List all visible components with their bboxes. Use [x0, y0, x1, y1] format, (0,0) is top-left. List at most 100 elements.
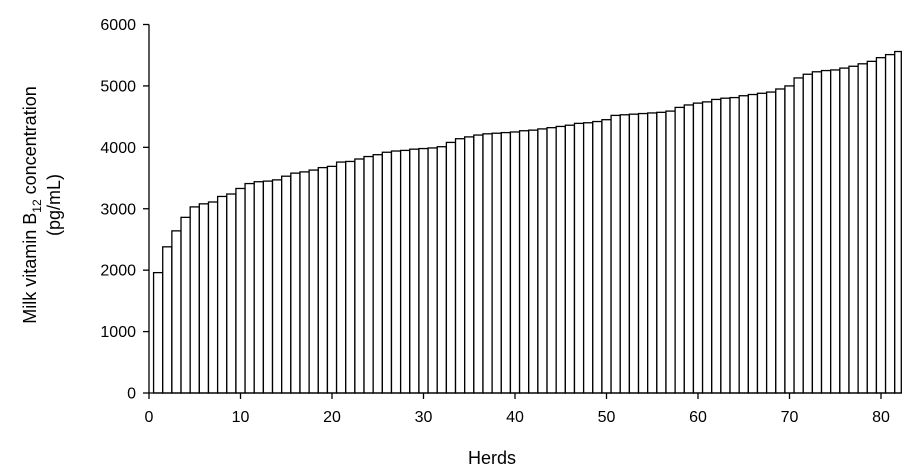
bar-herd-10	[235, 187, 246, 394]
bar-herd-37	[482, 133, 493, 394]
y-tick-label: 3000	[100, 201, 136, 218]
bar-series	[152, 50, 902, 394]
x-tick-label: 0	[145, 409, 154, 426]
bar-herd-1	[152, 271, 164, 394]
bar-herd-49	[592, 120, 603, 394]
bar-herd-43	[537, 128, 548, 394]
y-axis-title: Milk vitamin B12 concentration (pg/mL)	[20, 86, 64, 323]
bar-herd-59	[683, 104, 695, 394]
bar-herd-55	[647, 112, 658, 394]
bar-herd-51	[610, 114, 621, 394]
bar-herd-58	[674, 106, 685, 394]
bar-herd-27	[390, 150, 402, 394]
bar-herd-71	[793, 77, 804, 394]
bar-herd-41	[518, 130, 530, 394]
bar-herd-34	[454, 138, 466, 394]
bar-herd-45	[555, 125, 566, 394]
bar-herd-35	[464, 136, 475, 394]
bar-herd-4	[180, 216, 191, 394]
bar-herd-30	[418, 147, 429, 394]
bar-herd-5	[189, 206, 200, 394]
bar-herd-28	[399, 149, 411, 394]
x-tick-label: 20	[323, 409, 341, 426]
bar-herd-64	[729, 96, 740, 394]
bar-herd-19	[317, 166, 329, 394]
bar-herd-61	[701, 101, 713, 394]
bar-herd-44	[546, 127, 557, 394]
bar-herd-57	[665, 110, 676, 394]
bar-herd-18	[308, 169, 319, 394]
bar-herd-54	[637, 112, 649, 394]
bar-herd-79	[866, 60, 878, 394]
y-tick-label: 1000	[100, 324, 136, 341]
y-axis-title-suffix: concentration	[20, 86, 40, 199]
bar-herd-9	[226, 193, 237, 394]
bar-herd-22	[345, 160, 356, 394]
x-tick-label: 50	[598, 409, 616, 426]
bar-herd-68	[765, 91, 777, 394]
bar-herd-24	[363, 155, 374, 394]
bar-herd-12	[253, 181, 265, 394]
y-tick-label: 0	[127, 386, 136, 403]
bar-herd-32	[436, 146, 448, 394]
y-axis-ticks: 0 1000 2000 3000 4000 5000 6000	[100, 17, 149, 403]
bar-herd-6	[198, 203, 210, 394]
y-tick-label: 4000	[100, 140, 136, 157]
x-tick-label: 40	[506, 409, 524, 426]
bar-herd-16	[290, 172, 301, 394]
x-tick-label: 30	[415, 409, 433, 426]
bar-herd-62	[711, 98, 722, 394]
bar-herd-2	[162, 246, 173, 394]
bar-herd-21	[335, 161, 347, 394]
bar-herd-42	[528, 129, 539, 394]
bar-herd-66	[747, 93, 759, 394]
y-tick-label: 6000	[100, 17, 136, 34]
bar-herd-14	[271, 179, 283, 394]
bar-herd-3	[171, 230, 182, 394]
bar-herd-29	[409, 148, 420, 394]
y-axis-title-subscript: 12	[30, 199, 44, 213]
bar-herd-33	[445, 141, 457, 394]
bar-herd-56	[656, 111, 667, 394]
bar-herd-47	[573, 122, 585, 394]
bar-herd-75	[830, 69, 841, 394]
bar-herd-72	[802, 73, 814, 394]
bar-herd-67	[756, 92, 768, 394]
svg-text:Milk vitamin B12 concentration: Milk vitamin B12 concentration	[20, 86, 44, 323]
bar-herd-50	[601, 119, 612, 394]
bar-herd-39	[500, 131, 512, 394]
x-tick-label: 80	[872, 409, 890, 426]
bar-herd-69	[775, 88, 786, 394]
bar-herd-20	[326, 165, 338, 394]
x-axis-title: Herds	[468, 448, 516, 468]
bar-herd-80	[875, 57, 887, 394]
bar-herd-23	[354, 158, 365, 394]
bar-herd-25	[372, 154, 383, 394]
bar-herd-65	[738, 95, 749, 394]
bar-herd-78	[857, 63, 868, 394]
x-tick-label: 70	[781, 409, 799, 426]
bar-herd-60	[692, 102, 704, 394]
x-axis-ticks: 0 10 20 30 40 50 60 70 80	[145, 393, 890, 426]
bar-herd-15	[281, 175, 292, 394]
bar-herd-76	[839, 67, 850, 394]
bar-herd-46	[564, 124, 576, 394]
bar-herd-77	[848, 65, 859, 394]
bar-herd-17	[299, 171, 310, 394]
bar-herd-26	[381, 151, 393, 394]
bar-herd-70	[784, 85, 795, 394]
bar-herd-40	[509, 131, 521, 394]
bar-herd-53	[628, 113, 640, 394]
bar-herd-82	[894, 50, 902, 394]
bar-herd-52	[619, 114, 631, 394]
bar-herd-63	[720, 97, 731, 394]
bar-herd-81	[884, 53, 896, 394]
bar-herd-74	[820, 69, 832, 394]
x-tick-label: 60	[689, 409, 707, 426]
y-axis-title-main: Milk vitamin B	[20, 213, 40, 324]
bar-herd-7	[207, 201, 219, 394]
bar-herd-38	[491, 132, 502, 394]
bar-herd-73	[811, 71, 823, 394]
bar-herd-13	[262, 180, 274, 394]
